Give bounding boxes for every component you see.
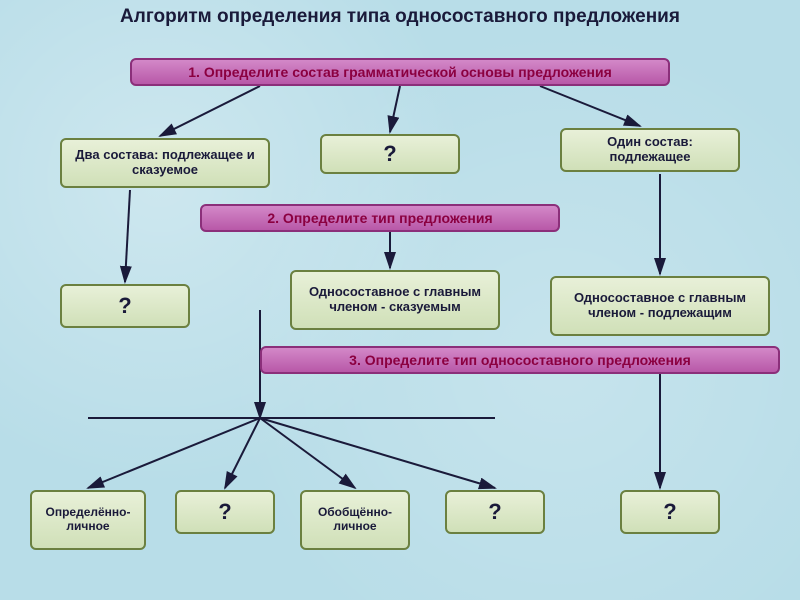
node-q2: ? [60, 284, 190, 328]
node-gen: Обобщённо-личное [300, 490, 410, 550]
node-step3: 3. Определите тип односоставного предлож… [260, 346, 780, 374]
node-def: Определённо-личное [30, 490, 146, 550]
node-q5: ? [620, 490, 720, 534]
node-pred: Односоставное с главным членом - сказуем… [290, 270, 500, 330]
node-q3: ? [175, 490, 275, 534]
node-step2: 2. Определите тип предложения [200, 204, 560, 232]
page-title: Алгоритм определения типа односоставного… [0, 0, 800, 28]
node-subj: Односоставное с главным членом - подлежа… [550, 276, 770, 336]
node-one: Один состав: подлежащее [560, 128, 740, 172]
node-step1: 1. Определите состав грамматической осно… [130, 58, 670, 86]
node-q4: ? [445, 490, 545, 534]
node-two: Два состава: подлежащее и сказуемое [60, 138, 270, 188]
node-q1: ? [320, 134, 460, 174]
